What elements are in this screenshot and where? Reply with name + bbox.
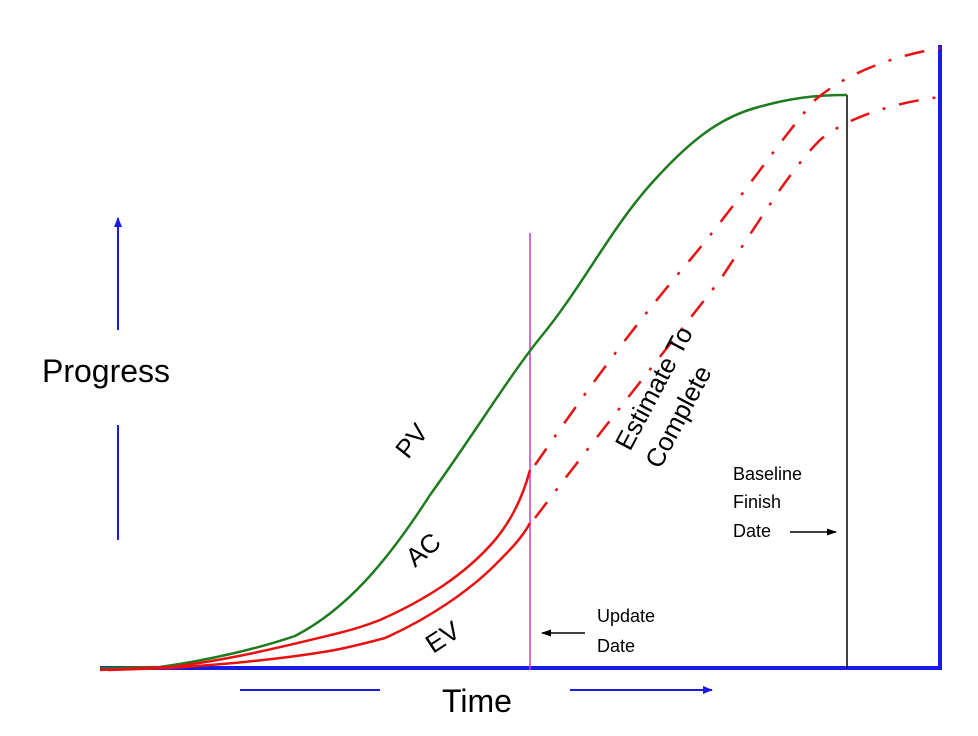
pv-label: PV <box>389 417 434 463</box>
ev-label: EV <box>420 615 466 659</box>
ev-curve <box>107 522 532 672</box>
pv-curve <box>99 93 848 670</box>
ev-forecast-curve <box>534 95 941 519</box>
ac-forecast-curve <box>533 46 941 466</box>
progress-label: Progress <box>42 353 170 389</box>
time-label: Time <box>442 683 512 719</box>
ac-curve <box>99 469 532 672</box>
baseline-label-line2: Finish <box>733 492 781 512</box>
baseline-label-line1: Baseline <box>733 464 802 484</box>
baseline-label-line3: Date <box>733 521 771 541</box>
update-label-line1: Update <box>597 606 655 626</box>
ac-label: AC <box>400 526 447 572</box>
update-label-line2: Date <box>597 636 635 656</box>
